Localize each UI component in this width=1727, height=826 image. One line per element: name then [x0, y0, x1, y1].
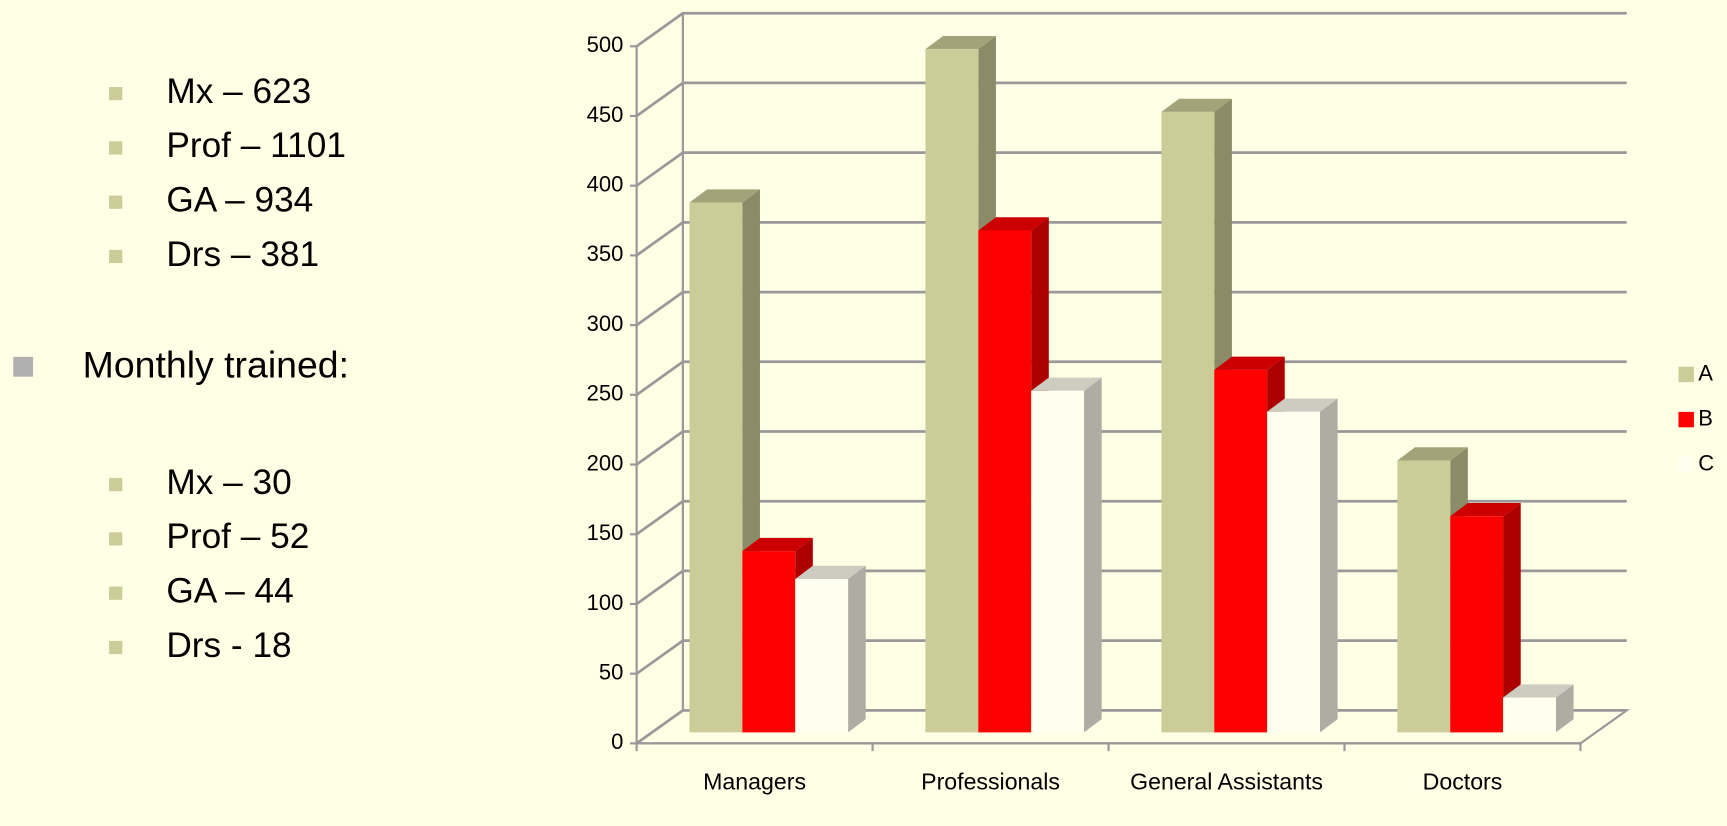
bar-top	[742, 537, 813, 552]
bullet-text: GA – 44	[166, 571, 293, 610]
bar-front	[1267, 411, 1321, 733]
bullet-text: Drs – 381	[166, 235, 319, 274]
bar-top	[1450, 503, 1521, 517]
bullet-marker	[109, 532, 123, 546]
bar-side	[1503, 503, 1521, 733]
y-tick-label: 400	[587, 171, 624, 196]
bar	[795, 565, 866, 733]
bar	[1450, 503, 1521, 733]
bar-top	[1503, 684, 1574, 698]
bullet-marker	[13, 356, 34, 377]
bullet-marker	[109, 640, 123, 655]
bullet-text: Mx – 30	[166, 463, 291, 502]
bar-top	[1214, 356, 1285, 370]
y-tick-label: 100	[587, 590, 624, 615]
bullet-text: GA – 934	[166, 181, 313, 220]
bar-front	[978, 230, 1032, 733]
y-tick-label: 50	[599, 659, 624, 684]
bar-top	[1031, 377, 1102, 391]
bar-top	[925, 35, 996, 50]
x-tick-label: Professionals	[921, 769, 1060, 796]
bullet-marker	[109, 87, 123, 101]
bar	[1031, 377, 1102, 733]
legend-label: A	[1698, 360, 1713, 385]
bar-top	[1397, 447, 1468, 461]
y-tick-label: 0	[611, 729, 623, 754]
bar-front	[795, 579, 849, 733]
x-label-box: Doctors	[1422, 769, 1503, 796]
bullet-marker	[109, 586, 123, 600]
bar-side	[1555, 684, 1574, 733]
bar-front	[1450, 516, 1504, 733]
bar-top	[1267, 398, 1338, 412]
bullet-marker	[109, 249, 123, 264]
y-tick-label: 250	[587, 381, 624, 406]
y-tick-label: 300	[587, 311, 624, 336]
legend-label: B	[1698, 405, 1713, 430]
y-tick-label: 150	[587, 520, 624, 545]
bar-front	[1031, 390, 1085, 733]
legend-swatch	[1678, 411, 1694, 428]
bullet-text: Mx – 623	[166, 72, 311, 111]
bar-side	[1320, 398, 1338, 733]
y-tick-label: 200	[587, 450, 624, 475]
bullet-text: Prof – 52	[166, 517, 309, 556]
bullet-marker	[109, 141, 123, 155]
x-label-box: Managers	[703, 769, 807, 796]
y-tick-label: 450	[587, 102, 624, 127]
legend-swatch	[1678, 457, 1694, 473]
bar-front	[1214, 369, 1268, 733]
bullet-text: Prof – 1101	[166, 126, 346, 165]
bar-side	[848, 565, 866, 733]
bar-side	[1084, 377, 1102, 733]
bar-front	[1161, 111, 1215, 733]
bar	[1267, 398, 1338, 733]
bar-front	[1503, 697, 1556, 733]
bar-front	[742, 551, 796, 733]
bar-front	[925, 49, 979, 733]
y-tick-label: 500	[587, 32, 624, 57]
bar	[1503, 684, 1574, 733]
bar	[1397, 447, 1468, 733]
bar-top	[689, 189, 760, 203]
bar-front	[1397, 460, 1451, 733]
legend-label: C	[1698, 451, 1714, 476]
bar-top	[1161, 98, 1232, 112]
bullet-marker	[109, 477, 123, 492]
y-tick-label: 350	[587, 241, 624, 266]
x-tick-label: Managers	[703, 769, 807, 796]
bar-top	[978, 217, 1049, 231]
bullet-marker	[109, 195, 123, 209]
legend-swatch	[1678, 366, 1694, 383]
heading: Monthly trained:	[83, 344, 349, 386]
bullet-text: Drs - 18	[166, 626, 291, 665]
bar-front	[689, 202, 743, 733]
x-tick-label: Doctors	[1422, 769, 1503, 796]
bar-top	[795, 565, 866, 580]
x-tick-label: General Assistants	[1130, 769, 1323, 796]
x-label-box: Professionals	[921, 769, 1060, 796]
x-label-box: General Assistants	[1130, 769, 1323, 796]
